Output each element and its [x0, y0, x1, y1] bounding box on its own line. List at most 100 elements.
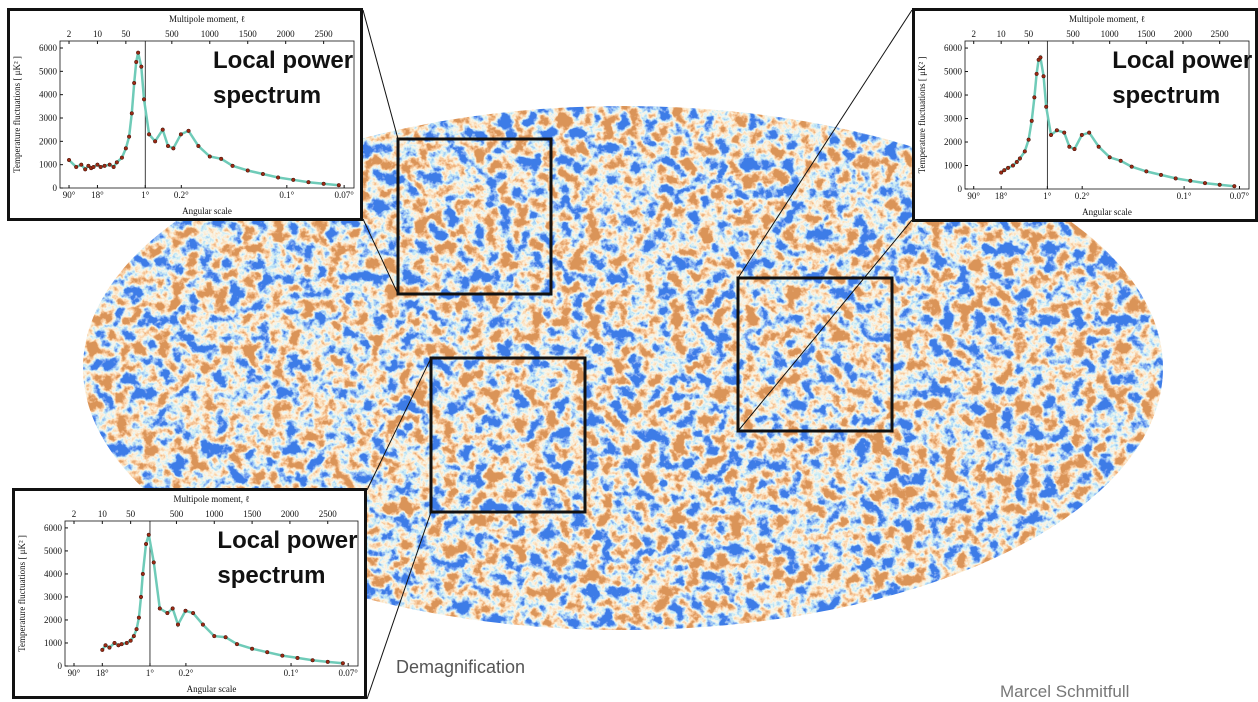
x-tick-label: 90° — [967, 191, 980, 201]
spectrum-inset: Multipole moment, ℓAngular scaleTemperat… — [912, 8, 1258, 222]
data-point — [296, 656, 300, 660]
data-point — [1145, 170, 1149, 174]
y-tick-label: 5000 — [44, 546, 63, 556]
x-tick-label: 0.1° — [1177, 191, 1192, 201]
data-point — [127, 135, 131, 139]
data-point — [184, 609, 188, 613]
data-point — [92, 165, 96, 169]
data-point — [1015, 160, 1019, 164]
data-point — [140, 65, 144, 69]
x2-tick-label: 1500 — [1137, 29, 1156, 39]
data-point — [144, 542, 148, 546]
data-point — [104, 643, 108, 647]
data-point — [1039, 56, 1043, 60]
data-point — [113, 641, 117, 645]
data-point — [158, 607, 162, 611]
chart-title: Multipole moment, ℓ — [169, 14, 245, 24]
y-tick-label: 5000 — [944, 67, 963, 77]
y-tick-label: 4000 — [44, 569, 63, 579]
data-point — [291, 178, 295, 182]
data-point — [134, 60, 138, 64]
y-axis-label: Temperature fluctuations [ μK² ] — [917, 57, 927, 174]
data-point — [171, 607, 175, 611]
y-tick-label: 2000 — [39, 136, 58, 146]
data-point — [1055, 128, 1059, 132]
y-tick-label: 2000 — [44, 615, 63, 625]
x-axis-label: Angular scale — [187, 684, 237, 694]
chart-title: Multipole moment, ℓ — [173, 494, 249, 504]
data-point — [307, 180, 311, 184]
data-point — [96, 163, 100, 167]
data-point — [176, 623, 180, 627]
data-point — [1006, 166, 1010, 170]
y-tick-label: 1000 — [944, 161, 963, 171]
data-point — [219, 157, 223, 161]
x-tick-label: 0.2° — [178, 668, 193, 678]
annotation: Local power spectrum — [217, 524, 367, 594]
data-point — [1068, 145, 1072, 149]
x2-tick-label: 2000 — [277, 29, 296, 39]
data-point — [1119, 159, 1123, 163]
x-tick-label: 0.07° — [1230, 191, 1250, 201]
data-point — [137, 616, 141, 620]
x2-tick-label: 50 — [121, 29, 130, 39]
x2-tick-label: 50 — [1024, 29, 1034, 39]
data-point — [67, 158, 71, 162]
x2-tick-label: 2 — [67, 29, 72, 39]
spectrum-chart: Multipole moment, ℓ Angular scale Temperat… — [15, 491, 364, 696]
data-point — [179, 133, 183, 137]
x2-tick-label: 1000 — [201, 29, 220, 39]
data-point — [129, 639, 133, 643]
x-tick-label: 0.2° — [1075, 191, 1090, 201]
data-point — [1018, 157, 1022, 161]
data-point — [108, 163, 112, 167]
x2-tick-label: 2 — [971, 29, 976, 39]
y-tick-label: 1000 — [44, 638, 63, 648]
data-point — [337, 183, 341, 187]
data-point — [1044, 105, 1048, 109]
data-point — [166, 611, 170, 615]
x2-tick-label: 10 — [93, 29, 103, 39]
data-point — [276, 176, 280, 180]
y-tick-label: 5000 — [39, 66, 58, 76]
data-point — [311, 658, 315, 662]
connector — [363, 10, 398, 139]
data-point — [142, 98, 146, 102]
data-point — [1218, 183, 1222, 187]
y-axis-label: Temperature fluctuations [ μK² ] — [17, 535, 27, 652]
x2-tick-label: 1000 — [1101, 29, 1120, 39]
x-tick-label: 0.1° — [279, 190, 294, 200]
data-point — [1042, 74, 1046, 78]
y-tick-label: 6000 — [39, 43, 58, 53]
data-point — [147, 133, 151, 137]
x2-tick-label: 500 — [170, 509, 184, 519]
data-point — [1203, 181, 1207, 185]
data-point — [208, 155, 212, 159]
data-point — [1097, 145, 1101, 149]
data-point — [1130, 165, 1134, 169]
x-tick-label: 18° — [96, 668, 109, 678]
spectrum-inset: Multipole moment, ℓ Angular scale Temperat… — [12, 488, 367, 699]
x2-tick-label: 50 — [126, 509, 136, 519]
data-point — [999, 171, 1003, 175]
x-tick-label: 0.2° — [174, 190, 189, 200]
x2-tick-label: 2500 — [319, 509, 338, 519]
x2-tick-label: 2000 — [1174, 29, 1193, 39]
data-point — [341, 661, 345, 665]
data-point — [265, 650, 269, 654]
data-point — [153, 140, 157, 144]
x-tick-label: 18° — [91, 190, 104, 200]
data-point — [224, 635, 228, 639]
data-point — [166, 144, 170, 148]
data-point — [1002, 168, 1006, 172]
x-tick-label: 0.07° — [334, 190, 354, 200]
data-point — [101, 648, 105, 652]
data-point — [115, 161, 119, 165]
data-point — [1073, 147, 1077, 151]
data-point — [172, 147, 176, 151]
data-point — [235, 642, 239, 646]
data-point — [1011, 164, 1015, 168]
annotation: Local power spectrum — [1112, 44, 1258, 114]
